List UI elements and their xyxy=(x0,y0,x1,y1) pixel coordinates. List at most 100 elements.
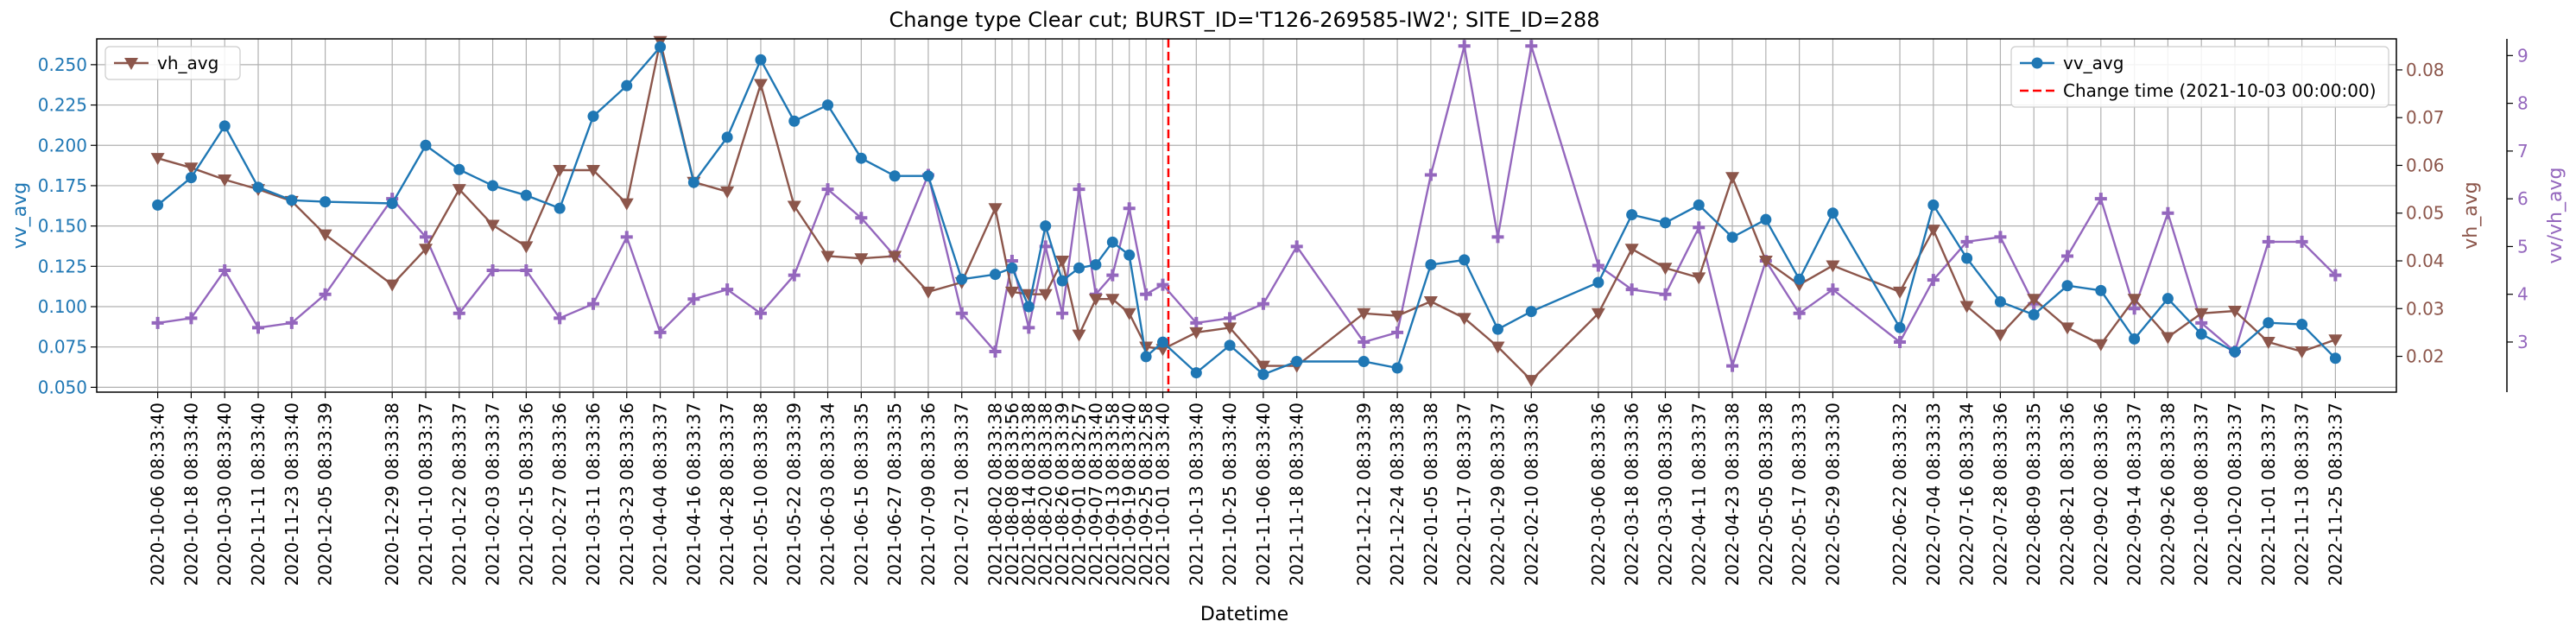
data-point xyxy=(1826,260,1840,273)
data-point xyxy=(2094,193,2107,206)
data-point xyxy=(2263,317,2275,329)
data-point xyxy=(2028,308,2040,320)
x-tick-label: 2021-03-23 08:33:36 xyxy=(617,403,637,586)
data-point xyxy=(1357,307,1371,320)
data-point xyxy=(1893,286,1908,299)
x-tick-label: 2022-09-26 08:33:38 xyxy=(2157,403,2178,586)
x-tick-label: 2020-11-11 08:33:40 xyxy=(248,403,269,586)
x-tick-label: 2022-07-16 08:33:34 xyxy=(1957,403,1978,586)
data-point xyxy=(1625,283,1638,296)
data-point xyxy=(1106,269,1119,282)
data-point xyxy=(1005,255,1018,268)
x-tick-label: 2022-09-14 08:33:37 xyxy=(2124,403,2145,586)
data-point xyxy=(2161,332,2175,345)
data-point xyxy=(585,164,600,177)
data-point xyxy=(1960,235,1973,248)
data-point xyxy=(788,269,801,282)
y-tick-label-ratio: 8 xyxy=(2517,93,2529,114)
data-point xyxy=(587,111,599,123)
data-point xyxy=(2161,206,2174,219)
data-point xyxy=(1056,275,1068,287)
data-point xyxy=(1358,335,1370,348)
data-point xyxy=(721,283,734,296)
data-point xyxy=(1156,278,1169,291)
data-point xyxy=(1927,199,1940,211)
data-point xyxy=(1794,273,1806,285)
data-point xyxy=(1256,297,1269,310)
data-point xyxy=(1793,307,1806,320)
data-point xyxy=(855,212,868,225)
data-point xyxy=(2127,294,2142,307)
y-tick-label-vh: 0.06 xyxy=(2406,155,2445,175)
data-point xyxy=(1424,168,1437,181)
y-tick-label-vv: 0.250 xyxy=(38,54,87,75)
data-point xyxy=(1894,321,1906,333)
data-point xyxy=(1256,360,1270,373)
y-tick-label-vv: 0.225 xyxy=(38,95,87,116)
data-point xyxy=(1592,276,1604,288)
data-point xyxy=(1961,252,1973,264)
data-point xyxy=(185,312,198,325)
x-tick-label: 2021-07-21 08:33:37 xyxy=(952,403,972,586)
data-point xyxy=(420,139,432,151)
data-point xyxy=(989,346,1002,358)
data-point xyxy=(487,180,499,192)
data-point xyxy=(753,79,768,92)
data-point xyxy=(755,54,767,66)
y-axis-label-vh: vh_avg xyxy=(2460,181,2482,249)
x-tick-label: 2021-10-25 08:33:40 xyxy=(1219,403,1240,586)
data-point xyxy=(1055,256,1070,269)
data-point xyxy=(2262,235,2275,248)
x-tick-label: 2021-06-03 08:33:34 xyxy=(818,403,839,586)
data-point xyxy=(1155,344,1170,357)
data-point xyxy=(1658,263,1673,276)
x-tick-label: 2021-09-25 08:32:58 xyxy=(1136,403,1156,586)
data-point xyxy=(2294,346,2309,359)
data-point xyxy=(721,131,733,143)
x-tick-label: 2021-04-28 08:33:37 xyxy=(717,403,737,586)
data-point xyxy=(2261,336,2275,349)
y-tick-label-ratio: 7 xyxy=(2517,141,2529,162)
data-point xyxy=(1139,341,1154,354)
data-point xyxy=(1039,240,1052,253)
data-point xyxy=(1224,339,1236,352)
data-point xyxy=(251,321,264,334)
data-point xyxy=(1457,313,1472,326)
x-tick-label: 2022-11-13 08:33:37 xyxy=(2292,403,2313,586)
y-tick-label-vh: 0.03 xyxy=(2406,298,2445,319)
data-point xyxy=(2296,319,2308,331)
data-point xyxy=(1123,249,1136,261)
x-tick-label: 2021-09-19 08:33:40 xyxy=(1119,403,1140,586)
data-point xyxy=(1257,368,1269,380)
data-point xyxy=(150,153,165,166)
data-point xyxy=(2295,235,2308,248)
x-tick-label: 2020-10-30 08:33:40 xyxy=(214,403,235,586)
data-point xyxy=(453,163,465,175)
data-point xyxy=(1073,183,1085,196)
x-tick-label: 2022-03-06 08:33:36 xyxy=(1588,403,1609,586)
x-tick-label: 2021-02-27 08:33:36 xyxy=(549,403,570,586)
legend-label: Change time (2021-10-03 00:00:00) xyxy=(2063,80,2377,101)
x-tick-label: 2021-08-26 08:33:39 xyxy=(1052,403,1073,586)
x-tick-label: 2022-03-30 08:33:36 xyxy=(1655,403,1675,586)
data-point xyxy=(218,120,231,132)
data-point xyxy=(1088,294,1103,307)
data-point xyxy=(1626,209,1638,221)
data-point xyxy=(1458,40,1471,53)
series-vv-vh-avg xyxy=(151,40,2342,372)
x-tick-label: 2021-09-01 08:32:57 xyxy=(1069,403,1090,586)
data-point xyxy=(2195,328,2207,340)
data-point xyxy=(822,99,834,111)
data-point xyxy=(990,269,1002,281)
data-point xyxy=(1358,356,1370,368)
x-tick-label: 2022-02-10 08:33:36 xyxy=(1521,403,1541,586)
data-point xyxy=(1423,295,1438,308)
x-tick-label: 2022-04-11 08:33:37 xyxy=(1688,403,1709,586)
x-tick-label: 2022-05-05 08:33:38 xyxy=(1756,403,1776,586)
x-tick-label: 2020-11-23 08:33:40 xyxy=(282,403,302,586)
data-point xyxy=(2060,322,2075,335)
data-point xyxy=(619,198,634,211)
y-tick-label-vv: 0.075 xyxy=(38,337,87,358)
data-point xyxy=(787,200,801,213)
data-point xyxy=(185,172,197,184)
